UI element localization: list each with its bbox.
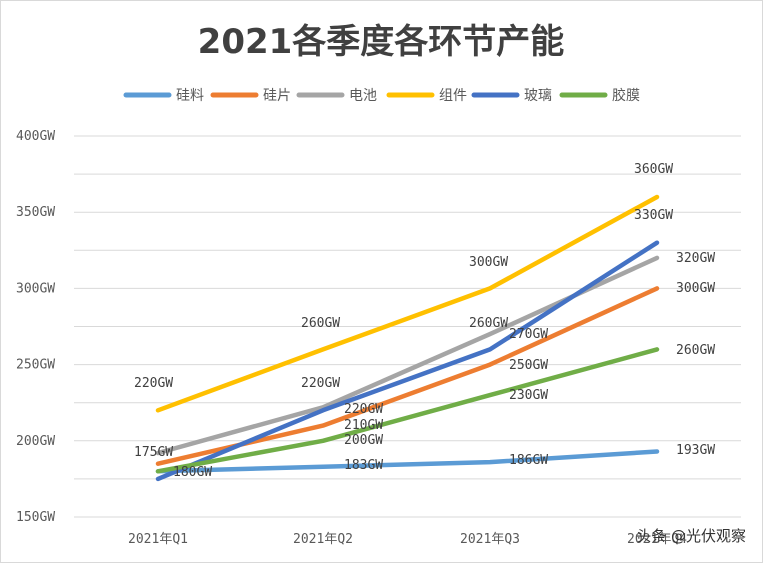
data-label: 260GW bbox=[301, 316, 340, 331]
legend-label: 硅料 bbox=[176, 88, 204, 104]
data-label: 300GW bbox=[676, 281, 715, 296]
data-label: 250GW bbox=[509, 358, 548, 373]
data-label: 180GW bbox=[173, 465, 212, 480]
data-label: 200GW bbox=[344, 433, 383, 448]
legend-label: 电池 bbox=[349, 88, 377, 104]
watermark-text: 头条 @光伏观察 bbox=[636, 527, 746, 545]
data-label: 175GW bbox=[134, 445, 173, 460]
legend: 硅料 硅片 电池 组件 玻璃 胶膜 bbox=[123, 87, 640, 104]
data-label: 193GW bbox=[676, 443, 715, 458]
series-lines bbox=[155, 194, 660, 482]
y-tick-label: 200GW bbox=[16, 434, 55, 449]
data-label: 186GW bbox=[509, 453, 548, 468]
y-tick-label: 400GW bbox=[16, 129, 55, 144]
series-line bbox=[155, 240, 660, 482]
series-line bbox=[155, 194, 660, 413]
series-line bbox=[155, 255, 660, 456]
x-tick-label: 2021年Q3 bbox=[460, 532, 520, 547]
data-label: 183GW bbox=[344, 458, 383, 473]
x-tick-label: 2021年Q4 bbox=[627, 532, 687, 547]
data-label: 270GW bbox=[509, 327, 548, 342]
data-label: 260GW bbox=[676, 343, 715, 358]
chart-title: 2021各季度各环节产能 bbox=[198, 22, 565, 62]
data-label: 260GW bbox=[469, 316, 508, 331]
y-tick-label: 350GW bbox=[16, 205, 55, 220]
y-tick-label: 300GW bbox=[16, 281, 55, 296]
data-label: 210GW bbox=[344, 418, 383, 433]
data-labels: 180GW 183GW 186GW 193GW 210GW 250GW 300GW 175GW… bbox=[134, 162, 715, 480]
data-label: 220GW bbox=[301, 376, 340, 391]
data-label: 300GW bbox=[469, 255, 508, 270]
series-line bbox=[155, 286, 660, 466]
series-line bbox=[155, 347, 660, 474]
x-tick-label: 2021年Q2 bbox=[293, 532, 353, 547]
data-label: 220GW bbox=[134, 376, 173, 391]
x-axis-ticks: 2021年Q1 2021年Q2 2021年Q3 2021年Q4 bbox=[128, 532, 687, 547]
grid-lines bbox=[74, 135, 741, 518]
x-tick-label: 2021年Q1 bbox=[128, 532, 188, 547]
data-label: 330GW bbox=[634, 208, 673, 223]
y-axis-ticks: 150GW 200GW 250GW 300GW 350GW 400GW bbox=[16, 129, 55, 525]
data-label: 220GW bbox=[344, 402, 383, 417]
legend-label: 硅片 bbox=[263, 88, 291, 104]
series-line bbox=[155, 449, 660, 474]
y-tick-label: 150GW bbox=[16, 510, 55, 525]
data-label: 360GW bbox=[634, 162, 673, 177]
legend-label: 玻璃 bbox=[524, 87, 552, 104]
legend-label: 组件 bbox=[439, 88, 467, 104]
data-label: 230GW bbox=[509, 388, 548, 403]
legend-label: 胶膜 bbox=[612, 87, 640, 104]
y-tick-label: 250GW bbox=[16, 358, 55, 373]
data-label: 320GW bbox=[676, 251, 715, 266]
